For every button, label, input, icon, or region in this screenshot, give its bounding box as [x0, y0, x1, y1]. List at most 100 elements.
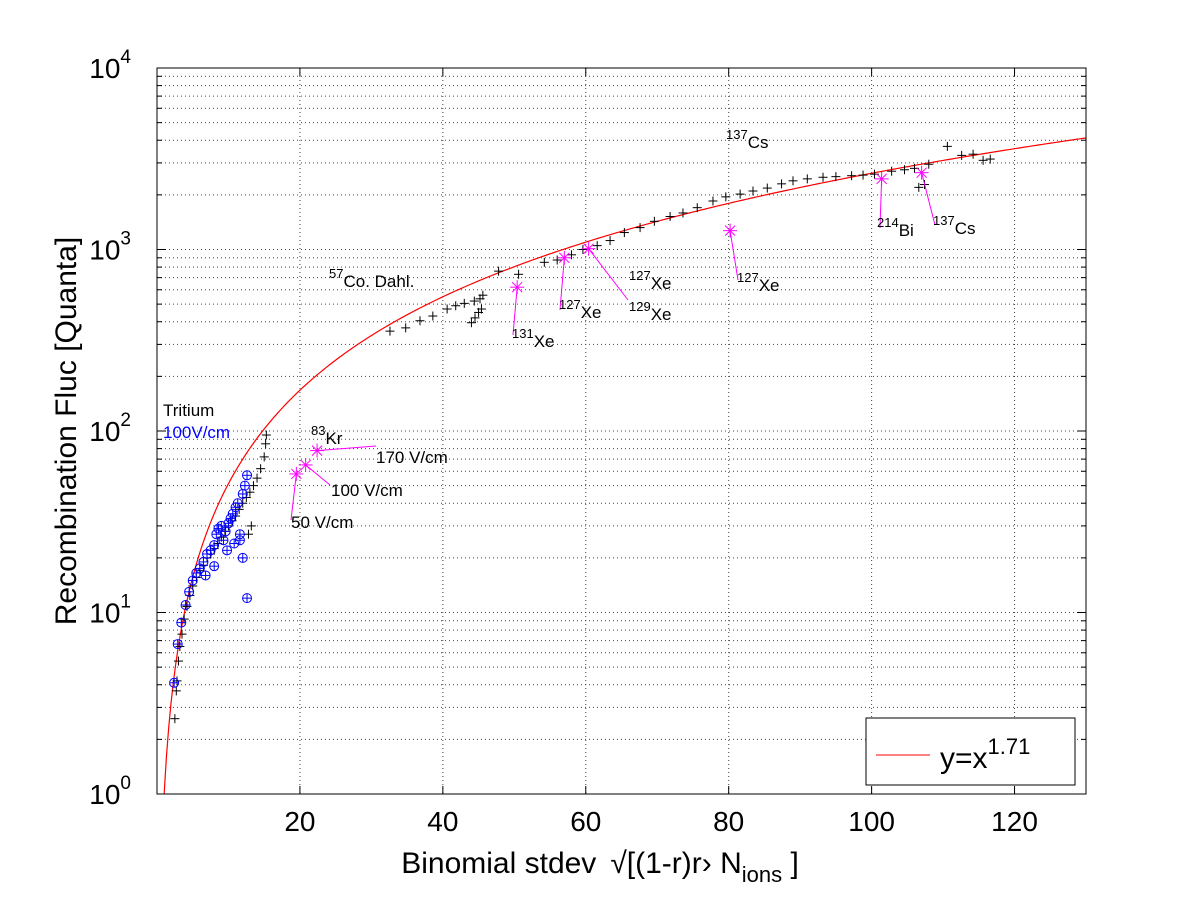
data-point-plus: [635, 223, 645, 233]
data-point-circle: [234, 535, 245, 546]
x-tick-label: 60: [570, 806, 601, 837]
data-point-circle: [218, 535, 229, 546]
y-tick-label: 102: [89, 410, 131, 447]
annotation-label: Tritium: [163, 401, 214, 420]
x-tick-label: 100: [848, 806, 895, 837]
data-point-plus: [788, 176, 798, 186]
data-point-plus: [385, 326, 395, 336]
x-tick-label: 20: [284, 806, 315, 837]
data-point-plus: [246, 521, 256, 531]
data-point-plus: [887, 166, 897, 176]
data-point-plus: [170, 714, 180, 724]
data-point-plus: [177, 629, 187, 639]
grid: [157, 68, 1086, 794]
data-point-plus: [957, 150, 967, 160]
data-point-plus: [415, 316, 425, 326]
data-point-circle: [239, 480, 250, 491]
data-point-plus: [978, 155, 988, 165]
annotation-label: 131Xe: [512, 326, 555, 351]
x-tick-labels: 20 40 60 80 100 120: [284, 806, 1038, 837]
annotation-leader: [588, 248, 629, 301]
data-point-plus: [466, 318, 476, 328]
annotation-label: 137Cs: [933, 213, 975, 238]
annotation-leader: [512, 287, 518, 336]
annotation-label: 214Bi: [877, 215, 914, 240]
data-point-plus: [678, 208, 688, 218]
data-point-plus: [985, 154, 995, 164]
data-point-plus: [721, 192, 731, 202]
annotation-label: 100 V/cm: [331, 481, 403, 500]
data-point-plus: [818, 172, 828, 182]
data-point-plus: [665, 211, 675, 221]
annotation-leader: [729, 230, 739, 281]
annotation-label: 50 V/cm: [291, 513, 353, 532]
data-point-plus: [261, 430, 271, 440]
data-point-plus: [514, 269, 524, 279]
data-point-plus: [858, 170, 868, 180]
y-tick-label: 101: [89, 592, 131, 629]
data-point-plus: [243, 529, 253, 539]
data-point-plus: [777, 179, 787, 189]
data-point-circle: [209, 561, 220, 572]
data-point-plus: [428, 311, 438, 321]
data-point-plus: [592, 241, 602, 251]
annotation-label: 57Co. Dahl.: [329, 266, 414, 291]
annotation-label: 129Xe: [629, 299, 672, 324]
data-point-plus: [252, 473, 262, 483]
data-point-plus: [256, 464, 266, 474]
data-point-plus: [924, 159, 934, 169]
data-point-plus: [459, 298, 469, 308]
data-point-plus: [942, 141, 952, 151]
data-point-plus: [175, 641, 185, 651]
data-point-circle: [223, 518, 234, 529]
data-point-plus: [692, 203, 702, 213]
fit-curve: [163, 137, 1087, 795]
data-point-plus: [248, 481, 258, 491]
data-point-plus: [748, 186, 758, 196]
annotation-leader: [317, 445, 377, 452]
x-axis-label: Binomial stdev √[(1-r)r› Nions ]: [401, 847, 799, 887]
data-point-circle: [229, 538, 240, 549]
data-point-plus: [847, 171, 857, 181]
legend: y=x1.71: [865, 717, 1076, 786]
data-point-plus: [802, 174, 812, 184]
annotation-leader: [921, 172, 936, 226]
annotation-label: 170 V/cm: [376, 448, 448, 467]
data-point-plus: [241, 493, 251, 503]
data-point-plus: [173, 656, 183, 666]
annotation-label: 137Cs: [726, 127, 768, 152]
data-point-plus: [476, 304, 486, 314]
data-point-circle: [169, 677, 180, 688]
data-point-plus: [234, 504, 244, 514]
data-point-plus: [494, 266, 504, 276]
annotation-label: 127Xe: [629, 268, 672, 293]
annotation-label: 127Xe: [559, 297, 602, 322]
data-point-plus: [968, 149, 978, 159]
data-point-plus: [735, 189, 745, 199]
data-point-plus: [478, 290, 488, 300]
data-point-plus: [442, 304, 452, 314]
data-point-circle: [222, 545, 233, 556]
data-point-circle: [194, 563, 205, 574]
data-point-plus: [649, 216, 659, 226]
data-point-plus: [619, 228, 629, 238]
x-tick-label: 120: [991, 806, 1038, 837]
data-point-circle: [176, 617, 187, 628]
annotation-lines: [290, 172, 936, 521]
annotation-label: 100V/cm: [163, 423, 230, 442]
annotation-leader: [879, 178, 883, 229]
y-tick-label: 103: [89, 229, 131, 266]
x-tick-label: 80: [713, 806, 744, 837]
axis-ticks: [157, 67, 1086, 795]
data-point-plus: [899, 165, 909, 175]
data-point-plus: [451, 301, 461, 311]
data-point-circle: [184, 586, 195, 597]
annotation-label: 83Kr: [311, 423, 343, 448]
x-tick-label: 40: [427, 806, 458, 837]
data-point-plus: [708, 196, 718, 206]
data-point-circle: [242, 593, 253, 604]
data-point-circle: [242, 470, 253, 481]
annotations: Tritium 100V/cm 83Kr 170 V/cm 100 V/cm 50 V/c…: [163, 127, 975, 532]
legend-label-fit: y=x1.71: [940, 734, 1030, 775]
